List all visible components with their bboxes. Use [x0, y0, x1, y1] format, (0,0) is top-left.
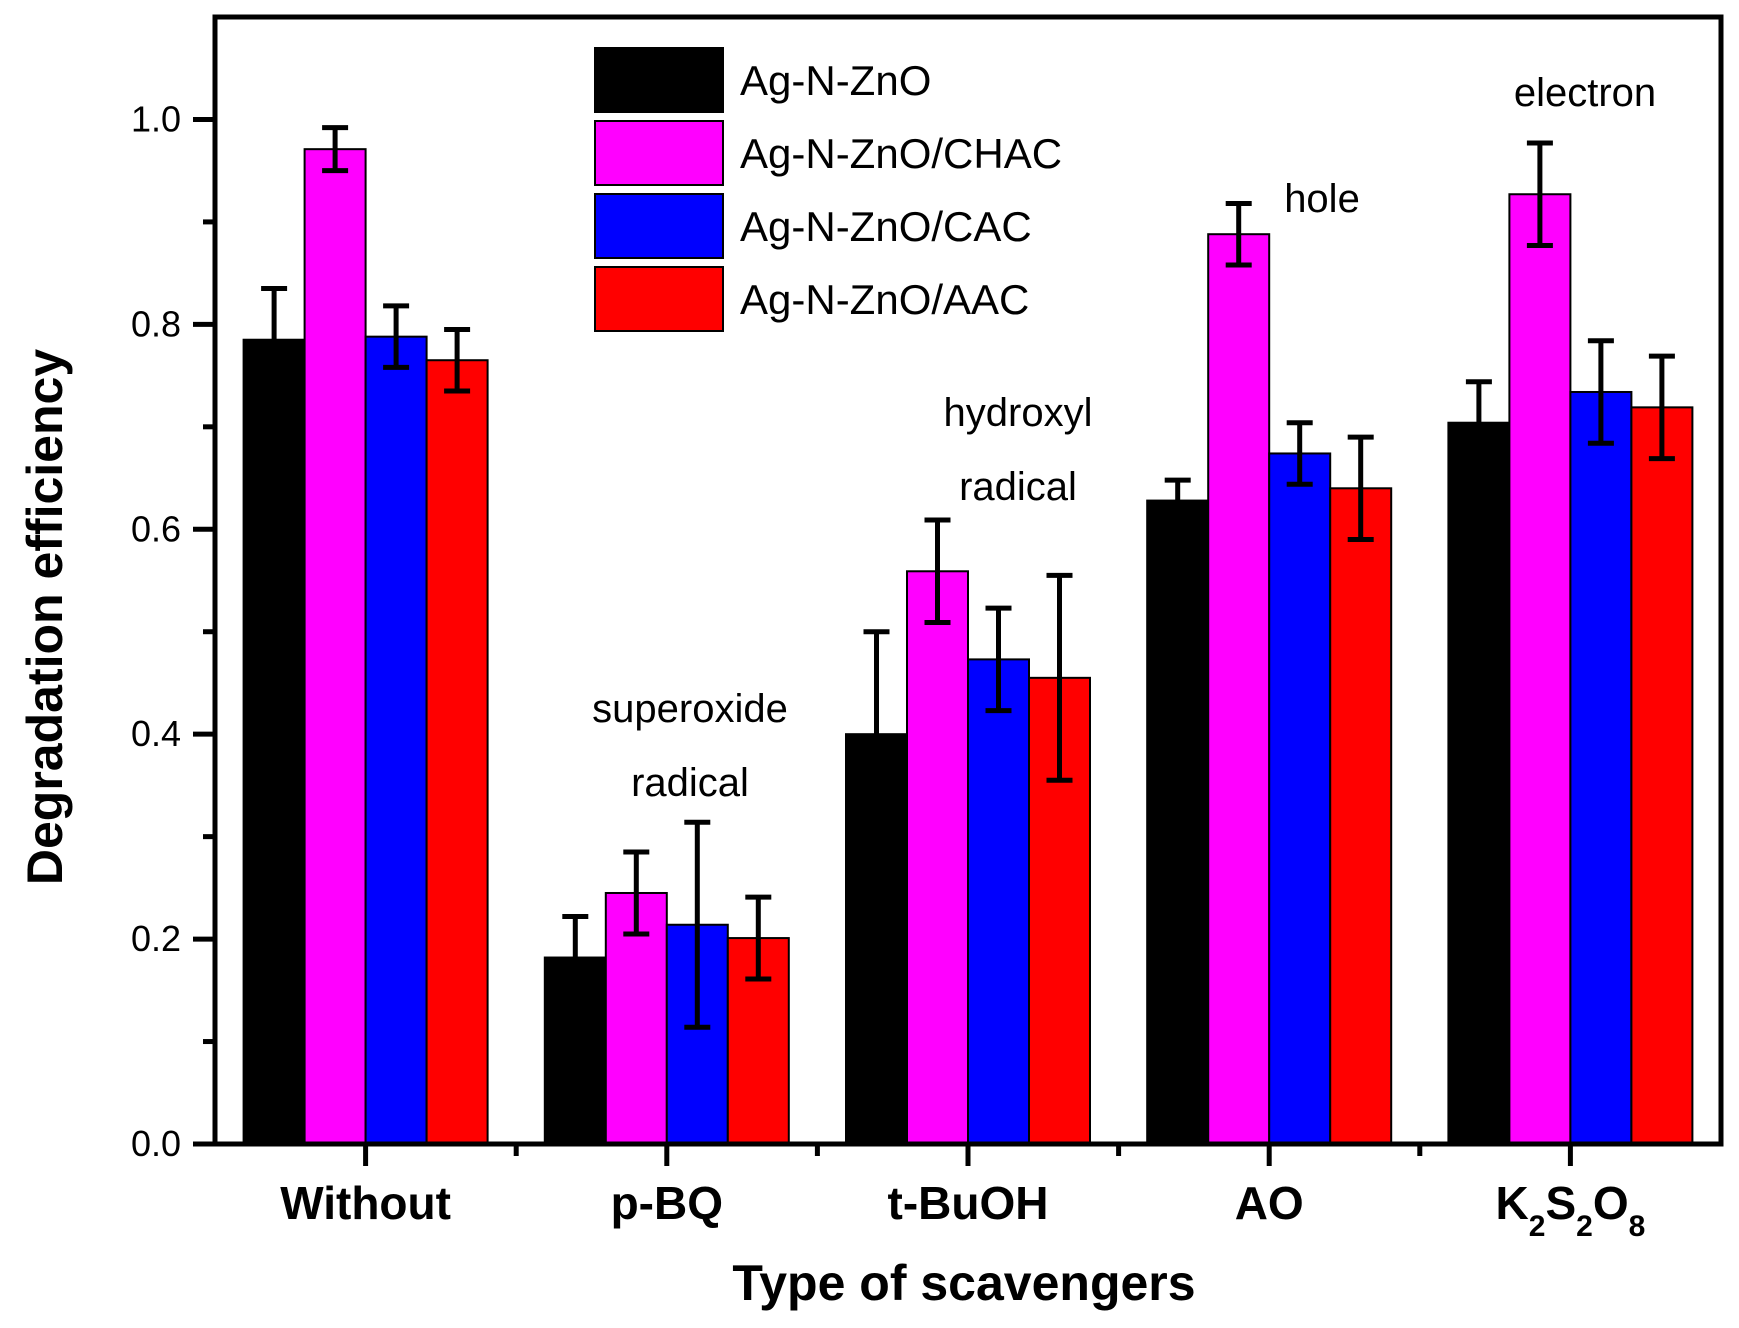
bar	[1508, 193, 1572, 1146]
y-tick-label: 0.8	[131, 303, 181, 344]
y-axis-title: Degradation efficiency	[17, 349, 73, 885]
bar	[906, 570, 969, 1145]
legend-label: Ag-N-ZnO/CAC	[740, 203, 1032, 250]
y-tick-label: 0.6	[131, 508, 181, 549]
bar	[1268, 452, 1332, 1145]
bar	[1329, 487, 1393, 1146]
bar	[364, 335, 428, 1145]
bar	[1207, 233, 1271, 1146]
legend-label: Ag-N-ZnO	[740, 57, 931, 104]
bar	[1447, 421, 1511, 1146]
legend: Ag-N-ZnO Ag-N-ZnO/CHAC Ag-N-ZnO/CAC Ag-N-Zn…	[594, 47, 1062, 332]
legend-swatch	[594, 47, 724, 113]
x-tick-label: Without	[280, 1177, 451, 1229]
annotation-text: radical	[631, 761, 749, 805]
x-axis: Without p-BQ t-BuOH AO K2S2O8	[280, 1144, 1645, 1243]
bar	[242, 338, 306, 1145]
bar	[1569, 390, 1633, 1145]
bars-layer	[242, 148, 1694, 1146]
x-tick-label: p-BQ	[611, 1177, 723, 1229]
x-axis-title: Type of scavengers	[732, 1255, 1195, 1311]
y-tick-label: 1.0	[131, 98, 181, 139]
legend-label: Ag-N-ZnO/AAC	[740, 276, 1029, 323]
bar	[1630, 406, 1694, 1145]
annotation-text: radical	[959, 465, 1077, 509]
legend-label: Ag-N-ZnO/CHAC	[740, 130, 1062, 177]
y-tick-label: 0.4	[131, 713, 181, 754]
bar	[967, 658, 1030, 1145]
annotation-text: hole	[1284, 177, 1360, 221]
x-tick-label: t-BuOH	[888, 1177, 1049, 1229]
bar	[1146, 499, 1210, 1145]
bar	[303, 148, 367, 1145]
x-tick-label: K2S2O8	[1496, 1177, 1646, 1243]
x-tick-label: AO	[1235, 1177, 1304, 1229]
annotation-text: superoxide	[592, 687, 788, 731]
legend-swatch	[594, 193, 724, 259]
errorbars-layer	[261, 125, 1675, 1030]
bar	[425, 359, 489, 1145]
annotation-text: electron	[1514, 71, 1656, 115]
y-axis: 0.0 0.2 0.4 0.6 0.8 1.0	[131, 98, 215, 1164]
annotation-text: hydroxyl	[944, 391, 1093, 435]
annotations: superoxide radical hydroxyl radical hole elec…	[592, 71, 1656, 805]
legend-swatch	[594, 266, 724, 332]
y-tick-label: 0.0	[131, 1123, 181, 1164]
legend-swatch	[594, 120, 724, 186]
y-tick-label: 0.2	[131, 918, 181, 959]
